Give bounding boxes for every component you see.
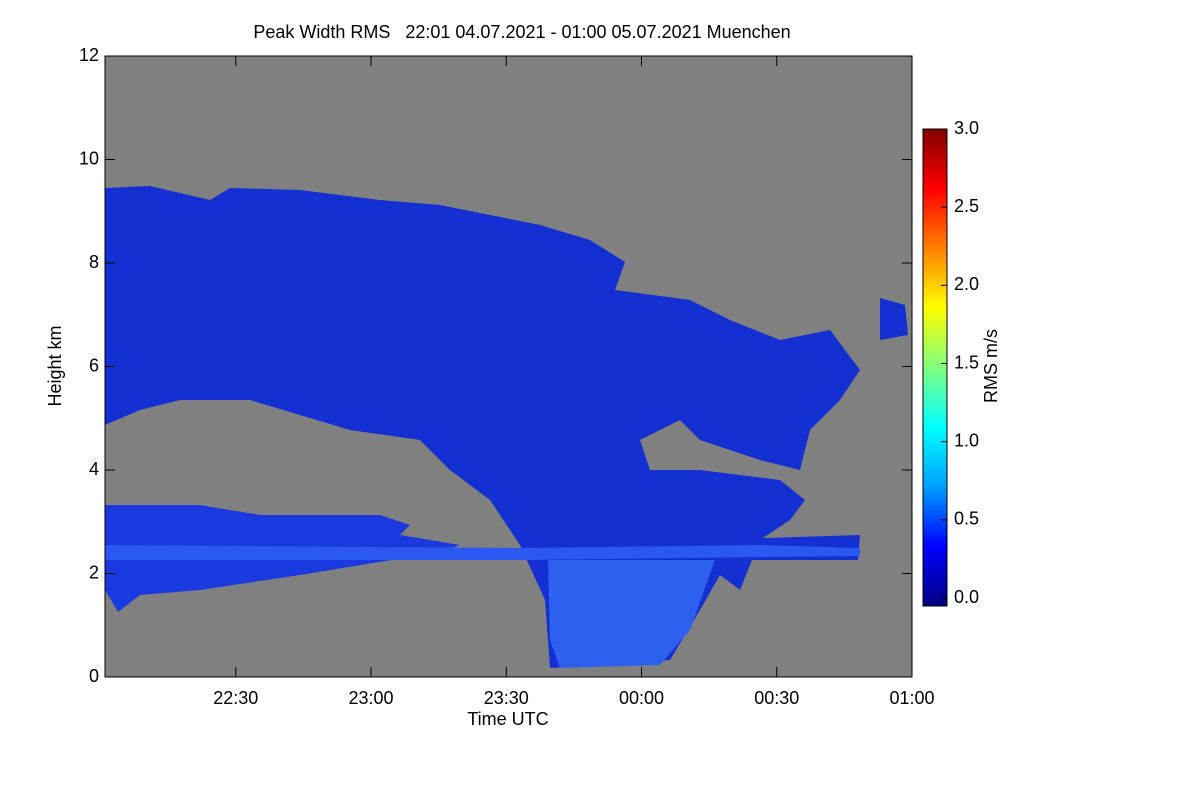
x-tick-label: 23:30 <box>484 688 529 708</box>
y-tick-label: 10 <box>79 148 99 168</box>
colorbar-tick-label: 3.0 <box>954 118 979 138</box>
colorbar-tick-label: 0.0 <box>954 587 979 607</box>
x-tick-label: 23:00 <box>348 688 393 708</box>
x-tick-label: 00:30 <box>754 688 799 708</box>
colorbar-label: RMS m/s <box>981 329 1001 403</box>
y-tick-label: 2 <box>89 562 99 582</box>
x-tick-label: 01:00 <box>889 688 934 708</box>
cloud-region <box>880 298 908 340</box>
colorbar-tick-label: 1.0 <box>954 430 979 450</box>
x-tick-label: 22:30 <box>213 688 258 708</box>
cloud-region <box>105 545 860 560</box>
y-axis-label: Height km <box>45 325 65 406</box>
x-tick-label: 00:00 <box>619 688 664 708</box>
y-tick-label: 8 <box>89 252 99 272</box>
y-tick-label: 4 <box>89 459 99 479</box>
y-tick-label: 0 <box>89 666 99 686</box>
y-tick-label: 12 <box>79 45 99 65</box>
cloud-region <box>548 560 715 668</box>
colorbar <box>922 128 948 607</box>
colorbar-tick-label: 1.5 <box>954 352 979 372</box>
colorbar-tick-label: 0.5 <box>954 509 979 529</box>
colorbar-tick-label: 2.0 <box>954 274 979 294</box>
colorbar-tick-label: 2.5 <box>954 196 979 216</box>
x-axis-label: Time UTC <box>467 709 548 729</box>
radar-field <box>105 186 908 668</box>
chart-title: Peak Width RMS 22:01 04.07.2021 - 01:00 … <box>253 22 790 42</box>
y-tick-label: 6 <box>89 355 99 375</box>
